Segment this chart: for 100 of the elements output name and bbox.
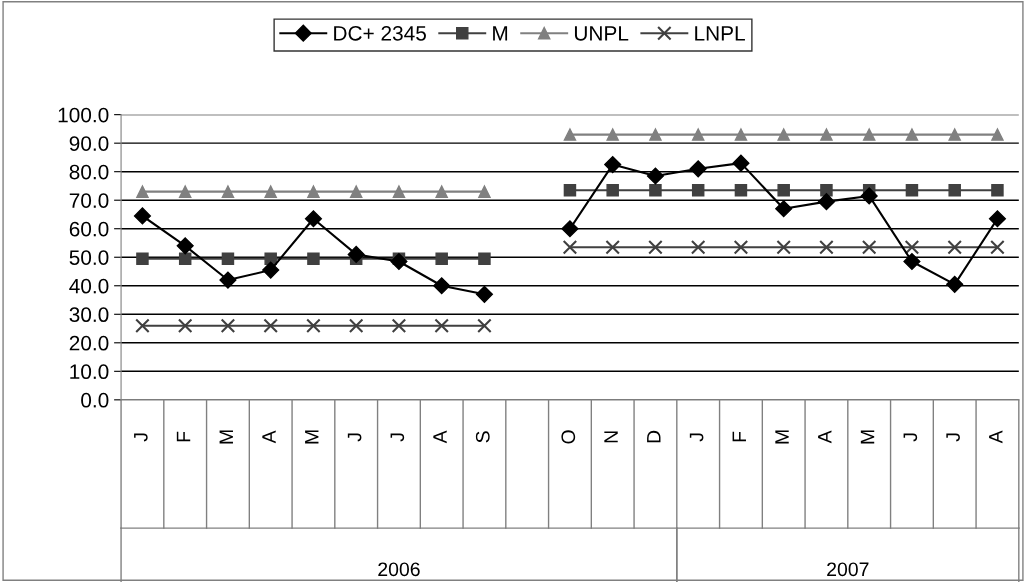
point xyxy=(434,318,449,333)
point xyxy=(861,239,877,255)
y-tick-label: 70.0 xyxy=(69,193,109,208)
point xyxy=(133,207,151,225)
y-tick-label: 0.0 xyxy=(81,392,109,408)
x-tick-label: J xyxy=(134,433,148,442)
x-tick-label: J xyxy=(903,433,918,442)
point xyxy=(860,187,878,205)
x-tick-label: M xyxy=(219,430,233,444)
x-tick-label: J xyxy=(347,433,362,442)
point xyxy=(604,156,622,174)
point xyxy=(264,252,277,265)
y-tick-label: 10.0 xyxy=(70,364,109,380)
point xyxy=(478,252,491,265)
point xyxy=(990,239,1005,255)
y-tick-label: 60.0 xyxy=(69,221,109,237)
point xyxy=(348,318,364,333)
x-tick-label: J xyxy=(946,433,960,442)
point xyxy=(820,183,833,197)
point xyxy=(819,239,834,255)
point xyxy=(606,128,619,141)
legend-label: UNPL xyxy=(574,26,629,41)
y-tick-label: 50.0 xyxy=(69,250,109,265)
point xyxy=(904,239,920,255)
point xyxy=(562,239,578,255)
point xyxy=(220,318,236,333)
point xyxy=(176,237,194,255)
point xyxy=(988,210,1006,228)
point xyxy=(734,128,748,141)
point xyxy=(605,239,620,255)
point xyxy=(263,318,278,333)
x-tick-label: J xyxy=(689,433,704,442)
point xyxy=(563,128,577,141)
x-tick-label: F xyxy=(176,431,191,442)
point xyxy=(563,183,577,197)
point xyxy=(347,245,365,263)
point xyxy=(689,160,707,178)
point xyxy=(777,128,790,141)
point xyxy=(477,318,492,333)
point xyxy=(646,167,664,185)
y-tick-label: 80.0 xyxy=(69,164,109,180)
point xyxy=(307,252,320,265)
point xyxy=(561,220,579,238)
point xyxy=(649,183,662,197)
point xyxy=(991,183,1004,197)
point xyxy=(390,252,408,271)
text: 2006 xyxy=(378,562,420,577)
text: 2007 xyxy=(827,562,869,577)
point xyxy=(304,210,322,228)
point xyxy=(690,239,706,255)
y-tick-label: 20.0 xyxy=(69,335,109,351)
point xyxy=(776,239,791,255)
point xyxy=(606,183,619,197)
point xyxy=(648,239,663,255)
point xyxy=(435,252,448,265)
point xyxy=(392,185,406,198)
y-tick-label: 40.0 xyxy=(69,278,109,294)
point xyxy=(991,128,1004,141)
point xyxy=(947,239,962,255)
point xyxy=(905,183,919,197)
point xyxy=(178,252,192,265)
point xyxy=(136,185,149,198)
point xyxy=(903,252,921,271)
x-tick-label: A xyxy=(989,430,1003,444)
y-tick-label: 100.0 xyxy=(58,107,109,123)
point xyxy=(391,318,407,333)
point xyxy=(775,200,793,218)
x-tick-label: M xyxy=(860,430,875,444)
x-tick-label: F xyxy=(732,431,746,442)
legend-label: M xyxy=(493,26,508,41)
point xyxy=(136,252,149,265)
point xyxy=(306,318,321,333)
point xyxy=(905,128,919,141)
point xyxy=(433,277,451,295)
x-tick-label: D xyxy=(647,430,661,443)
point xyxy=(264,185,277,198)
x-tick-label: N xyxy=(604,431,618,443)
point xyxy=(817,193,835,211)
point xyxy=(777,183,790,197)
point xyxy=(649,128,662,141)
x-tick-label: M xyxy=(775,430,789,444)
point xyxy=(862,128,876,141)
x-tick-label: A xyxy=(818,430,832,444)
legend-label: LNPL xyxy=(695,26,745,41)
point xyxy=(734,183,748,197)
point xyxy=(219,271,237,289)
point xyxy=(733,239,749,255)
x-tick-label: J xyxy=(390,433,405,442)
y-tick-label: 90.0 xyxy=(69,136,109,151)
point xyxy=(691,128,705,141)
point xyxy=(435,185,448,198)
y-tick-label: 30.0 xyxy=(69,307,109,323)
point xyxy=(732,154,750,172)
point xyxy=(820,128,833,141)
point xyxy=(349,185,363,198)
point xyxy=(948,128,961,141)
point xyxy=(221,185,235,198)
point xyxy=(691,183,705,197)
point xyxy=(946,275,964,293)
point xyxy=(221,252,235,265)
